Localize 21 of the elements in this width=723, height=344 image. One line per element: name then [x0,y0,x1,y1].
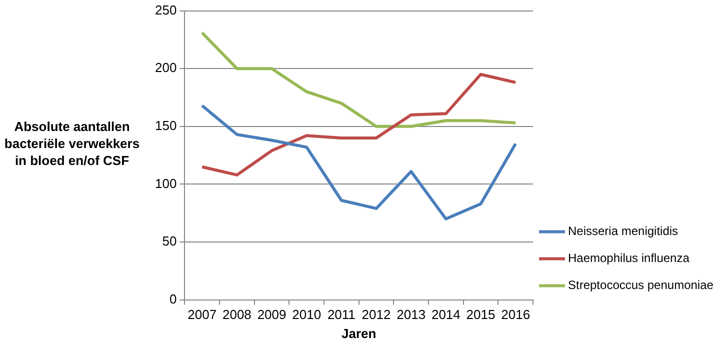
y-tick-label: 0 [169,291,177,306]
legend-label: Haemophilus influenza [568,251,690,266]
x-tick-label: 2012 [362,307,391,322]
y-tick-label: 50 [162,234,177,249]
y-tick-label: 100 [154,176,177,191]
x-tick-label: 2010 [292,307,322,322]
legend-label: Neisseria menigitidis [568,224,678,238]
x-tick-label: 2015 [466,307,496,322]
x-tick-label: 2007 [188,307,217,322]
x-tick-label: 2008 [222,307,252,322]
x-tick-label: 2016 [501,307,530,322]
x-tick-label: 2009 [257,307,286,322]
y-axis-title: Absolute aantallen bacteriële verwekkers in bloed en/of CSF [3,118,141,169]
x-tick-label: 2014 [431,307,460,322]
y-tick-label: 200 [154,60,177,76]
y-tick-label: 250 [154,2,177,18]
x-axis-title: Jaren [341,326,376,341]
x-tick-label: 2011 [327,307,356,322]
legend-label: Streptococcus penumoniae [568,278,714,292]
y-tick-label: 150 [154,118,177,133]
x-tick-label: 2013 [396,307,426,322]
